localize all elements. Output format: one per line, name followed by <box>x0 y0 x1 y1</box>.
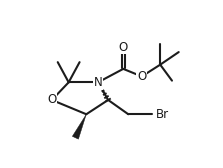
Text: O: O <box>119 40 128 54</box>
Text: O: O <box>47 93 56 107</box>
Polygon shape <box>72 114 86 139</box>
Text: Br: Br <box>156 108 169 121</box>
Text: O: O <box>137 70 146 83</box>
Text: N: N <box>94 76 102 89</box>
